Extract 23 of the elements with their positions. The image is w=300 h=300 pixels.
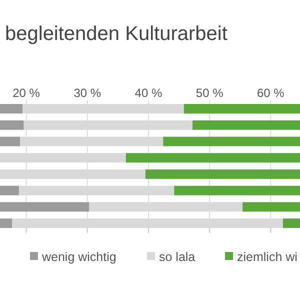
bar: [163, 136, 300, 146]
bar: [0, 120, 24, 130]
bar: [242, 202, 300, 212]
bar: [0, 136, 20, 146]
x-tick-label: 50 %: [196, 86, 224, 100]
bar: [192, 120, 300, 130]
x-tick-label: 40 %: [134, 86, 162, 100]
bar: [0, 186, 19, 196]
legend-label: ziemlich wi: [237, 250, 298, 264]
bar: [0, 202, 90, 212]
x-tick-label: 30 %: [74, 86, 102, 100]
legend-label: wenig wichtig: [41, 250, 116, 264]
x-tick-label: 60 %: [256, 86, 285, 100]
bar: [184, 104, 300, 114]
bar: [145, 169, 300, 179]
bar: [174, 186, 300, 196]
x-tick-label: 20 %: [12, 86, 40, 100]
legend-label: so lala: [159, 250, 196, 264]
chart-title: begleitenden Kulturarbeit: [5, 23, 228, 45]
bar: [0, 218, 12, 228]
bar: [0, 104, 23, 114]
bar: [126, 153, 300, 163]
bar: [282, 218, 300, 228]
